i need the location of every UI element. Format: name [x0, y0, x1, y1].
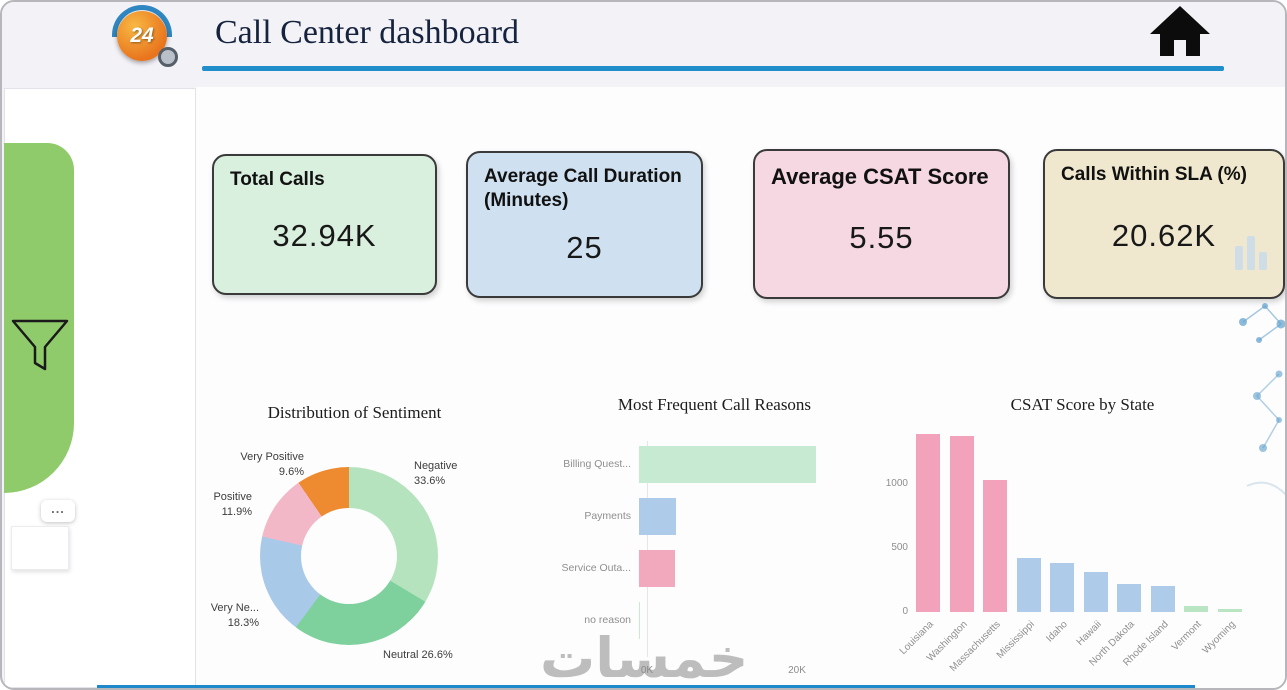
- bar-rhode-island[interactable]: [1150, 586, 1175, 612]
- call-reasons-chart: Most Frequent Call Reasons Billing Quest…: [547, 387, 882, 688]
- bar-washington[interactable]: [949, 436, 974, 612]
- donut-label: Negative 33.6%: [414, 460, 458, 487]
- home-icon: [1150, 6, 1210, 56]
- kpi-value: 5.55: [849, 219, 914, 255]
- logo-number: 24: [130, 24, 154, 47]
- kpi-calls-within-sla[interactable]: Calls Within SLA (%) 20.62K: [1043, 149, 1285, 299]
- chart-title: CSAT Score by State: [1010, 395, 1155, 414]
- home-button[interactable]: [1143, 4, 1217, 58]
- sentiment-donut[interactable]: [260, 467, 438, 645]
- kpi-total-calls[interactable]: Total Calls 32.94K: [212, 154, 437, 295]
- axis-tick-label: 0K: [640, 665, 654, 676]
- bar-service-outa-[interactable]: [639, 549, 675, 587]
- kpi-value: 32.94K: [272, 218, 377, 254]
- more-options-button[interactable]: ...: [41, 500, 75, 522]
- kpi-label: Calls Within SLA (%): [1061, 164, 1247, 185]
- bar-massachusetts[interactable]: [983, 480, 1007, 612]
- hbar-row: Billing Quest...: [547, 445, 882, 483]
- sentiment-chart: Distribution of Sentiment Very Positive …: [197, 395, 547, 688]
- bar-billing-quest-[interactable]: [639, 445, 816, 483]
- kpi-avg-call-duration[interactable]: Average Call Duration (Minutes) 25: [466, 151, 703, 298]
- decorative-network-icon: [1235, 236, 1285, 496]
- kpi-value: 25: [566, 230, 603, 266]
- category-label: Billing Quest...: [563, 458, 631, 470]
- donut-label: Neutral 26.6%: [383, 649, 453, 661]
- axis-tick-label: 1000: [885, 478, 908, 489]
- bar-louisiana[interactable]: [916, 434, 940, 612]
- chart-title: Distribution of Sentiment: [267, 403, 442, 422]
- kpi-label: Average Call Duration (Minutes): [484, 166, 682, 211]
- kpi-label: Average CSAT Score: [771, 164, 989, 189]
- category-label: Wyoming: [1200, 619, 1238, 657]
- axis-line: [647, 441, 648, 657]
- csat-plot: 0 500 1000 Louisiana Washington Massachusetts…: [880, 427, 1285, 688]
- csat-chart: CSAT Score by State 0 500 1000 Louisiana Was…: [880, 387, 1285, 688]
- hbar-row: Service Outa...: [547, 549, 882, 587]
- bar-wyoming[interactable]: [1217, 609, 1242, 612]
- bar-idaho[interactable]: [1050, 563, 1074, 612]
- page-title: Call Center dashboard: [215, 14, 520, 51]
- bar-no-reason[interactable]: [639, 601, 640, 639]
- bar-vermont[interactable]: [1184, 606, 1208, 612]
- hbar-row: Payments: [547, 497, 882, 535]
- category-label: no reason: [584, 614, 631, 626]
- decorative-bars-icon: [1235, 236, 1267, 270]
- category-label: Service Outa...: [561, 562, 631, 574]
- axis-tick-label: 500: [891, 542, 908, 553]
- bar-mississippi[interactable]: [1016, 558, 1041, 612]
- donut-label: Positive 11.9%: [213, 491, 252, 518]
- header-underline: [202, 66, 1224, 71]
- sidebar-green-shape: [4, 143, 74, 493]
- category-label: Payments: [584, 510, 631, 522]
- bar-hawaii[interactable]: [1083, 572, 1108, 612]
- sidebar: ...: [4, 88, 196, 688]
- donut-label: Very Ne... 18.3%: [210, 602, 259, 629]
- slicer-box: [11, 526, 69, 570]
- logo-24-icon: 24: [112, 5, 180, 67]
- filter-icon[interactable]: [9, 317, 71, 373]
- bar-north-dakota[interactable]: [1117, 584, 1141, 612]
- chart-title: Most Frequent Call Reasons: [617, 395, 812, 414]
- kpi-avg-csat-score[interactable]: Average CSAT Score 5.55: [753, 149, 1010, 299]
- bar-payments[interactable]: [639, 497, 676, 535]
- hbar-row: no reason: [547, 601, 882, 639]
- watermark: خمسات: [540, 626, 749, 690]
- donut-label: Very Positive 9.6%: [240, 451, 304, 478]
- axis-tick-label: 0: [902, 606, 908, 617]
- header: 24 Call Center dashboard: [2, 2, 1285, 87]
- kpi-label: Total Calls: [230, 169, 325, 190]
- donut-hole: [301, 508, 397, 604]
- kpi-value: 20.62K: [1111, 217, 1217, 253]
- axis-tick-label: 20K: [788, 665, 806, 676]
- bottom-accent-bar: [97, 685, 1195, 688]
- clock-badge-icon: [158, 47, 178, 67]
